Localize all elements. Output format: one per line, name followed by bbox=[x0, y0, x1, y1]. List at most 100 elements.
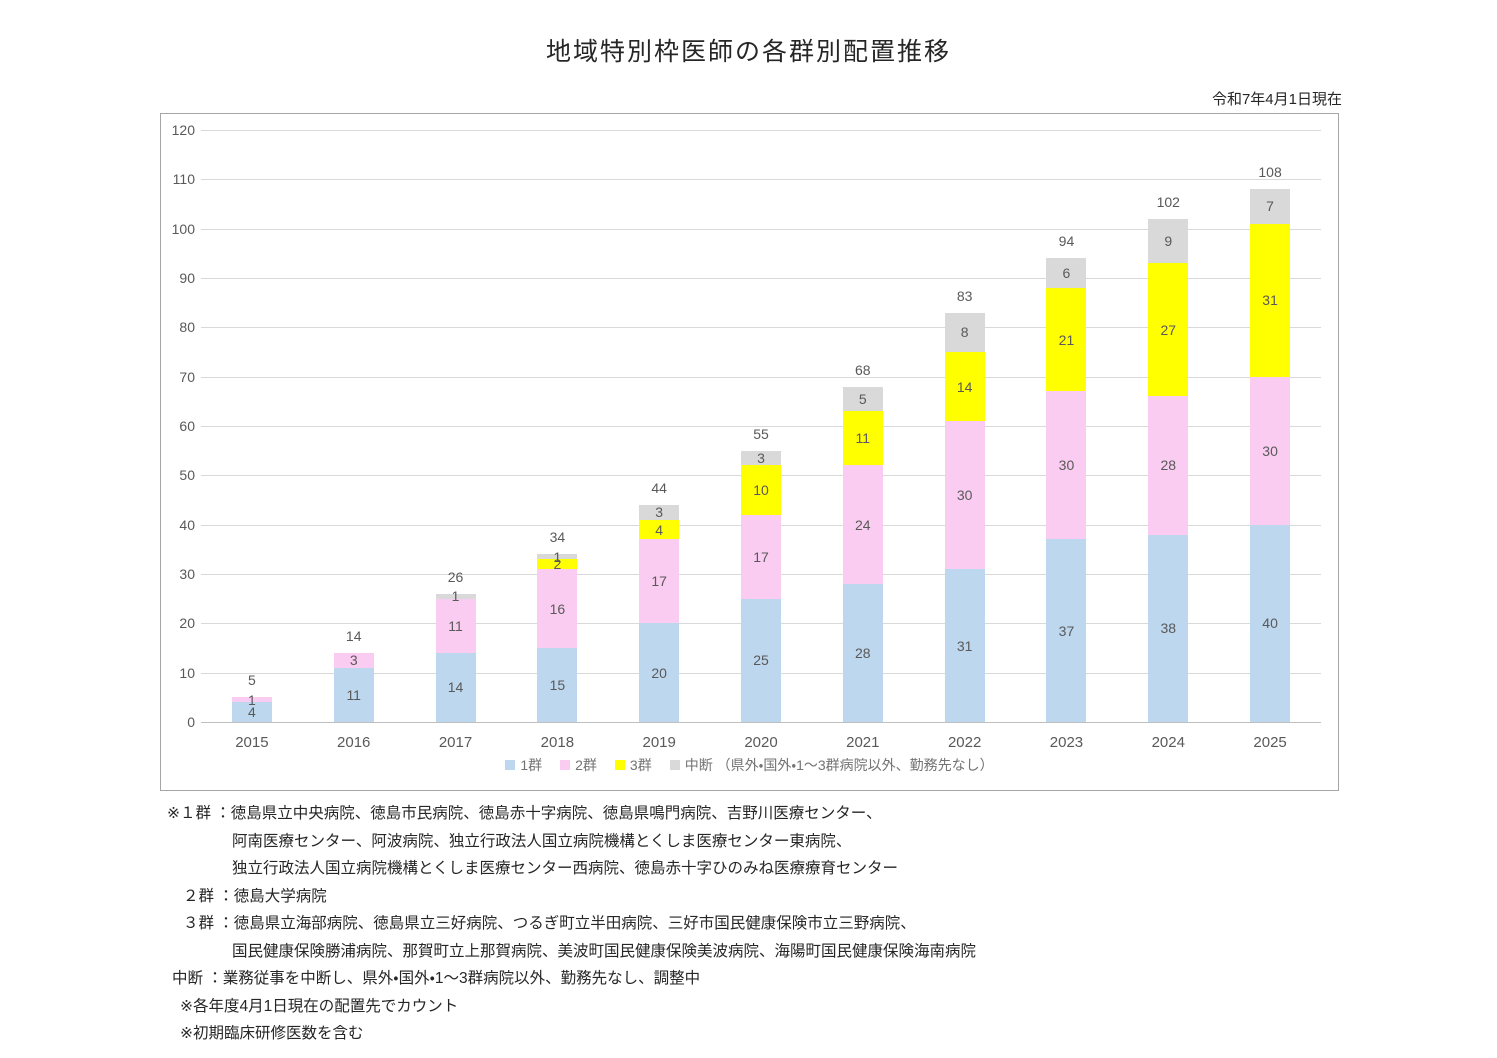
y-axis-tick-label: 60 bbox=[179, 418, 195, 434]
footnote-line: ※１群 ：徳島県立中央病院、徳島市民病院、徳島赤十字病院、徳島県鳴門病院、吉野川… bbox=[167, 805, 882, 822]
bar-segment-value: 28 bbox=[855, 644, 871, 661]
legend-swatch bbox=[614, 760, 625, 770]
bar-segment-value: 1 bbox=[553, 548, 562, 565]
bar-segment: 31 bbox=[1250, 223, 1291, 377]
bar-total-label: 94 bbox=[1058, 233, 1075, 250]
footnote-line: 中断 ：業務従事を中断し、県外・国外・1〜3群病院以外、勤務先なし、調整中 bbox=[172, 970, 701, 987]
bar-segment-value: 1 bbox=[451, 588, 460, 605]
y-axis-tick-label: 50 bbox=[179, 467, 195, 484]
x-axis-tick-label: 2015 bbox=[235, 734, 269, 751]
bar-segment-value: 4 bbox=[655, 521, 664, 538]
bar-segment-value: 11 bbox=[448, 617, 463, 634]
bar-segment-value: 11 bbox=[346, 686, 361, 703]
bar-segment-value: 14 bbox=[956, 378, 973, 395]
x-axis-tick-label: 2022 bbox=[947, 734, 982, 751]
bar-segment: 1 bbox=[435, 589, 476, 603]
bar-segment: 4 bbox=[231, 702, 272, 722]
footnote-line: ２群 ：徳島大学病院 bbox=[183, 887, 327, 905]
bar-segment-value: 10 bbox=[753, 482, 769, 499]
bar-total-label: 44 bbox=[651, 479, 667, 496]
bar-segment: 3 bbox=[639, 504, 680, 521]
legend-swatch bbox=[505, 760, 516, 770]
bar-segment-value: 11 bbox=[855, 430, 871, 447]
legend-label: 2群 bbox=[575, 757, 597, 773]
bar-segment-value: 5 bbox=[858, 390, 867, 407]
bar-segment: 1 bbox=[231, 693, 272, 707]
bar-segment: 11 bbox=[333, 667, 374, 722]
bar-segment: 6 bbox=[1046, 258, 1087, 288]
bar-segment-value: 6 bbox=[1062, 265, 1071, 282]
bar-segment: 7 bbox=[1250, 189, 1291, 224]
date-label: 令和7年4月1日現在 bbox=[1211, 91, 1342, 108]
bar-total-label: 55 bbox=[753, 425, 769, 442]
bar-segment-value: 30 bbox=[1058, 457, 1075, 474]
bar-segment: 21 bbox=[1046, 287, 1087, 392]
bar-segment-value: 8 bbox=[960, 324, 969, 341]
bar-segment: 15 bbox=[537, 648, 578, 722]
gridline bbox=[201, 179, 1321, 181]
bar-total-label: 26 bbox=[447, 568, 464, 585]
x-axis-tick-label: 2017 bbox=[438, 734, 473, 751]
bar-segment: 30 bbox=[1250, 376, 1291, 525]
legend-label: 中断 （県外・国外・1～3群病院以外、勤務先なし） bbox=[684, 757, 994, 773]
y-axis-tick-label: 110 bbox=[172, 171, 195, 188]
bar-segment-value: 14 bbox=[447, 679, 464, 696]
bar-segment: 8 bbox=[944, 312, 985, 352]
bar-segment: 11 bbox=[435, 598, 476, 653]
gridline bbox=[201, 278, 1321, 279]
bar-segment-value: 20 bbox=[651, 664, 667, 681]
y-axis-tick-label: 0 bbox=[187, 714, 195, 730]
x-axis-tick-label: 2023 bbox=[1049, 734, 1084, 751]
bar-segment: 11 bbox=[842, 411, 883, 466]
y-axis-tick-label: 70 bbox=[179, 368, 195, 385]
footnote-line: 阿南医療センター、阿波病院、独立行政法人国立病院機構とくしま医療センター東病院、 bbox=[232, 832, 852, 850]
bar-segment: 9 bbox=[1148, 218, 1189, 264]
y-axis-tick-label: 90 bbox=[179, 270, 195, 286]
gridline bbox=[201, 722, 1321, 723]
y-axis-tick-label: 40 bbox=[179, 516, 195, 533]
chart-legend: 1群 2群 3群 中断 （県外・国外・1～3群病院以外、勤務先なし） bbox=[161, 755, 1338, 775]
gridline bbox=[201, 426, 1321, 427]
bar-segment-value: 9 bbox=[1164, 232, 1173, 249]
gridline bbox=[201, 228, 1321, 230]
y-axis-tick-label: 80 bbox=[179, 319, 195, 336]
bar-segment-value: 17 bbox=[753, 548, 769, 565]
footnote-line: ※初期臨床研修医数を含む bbox=[180, 1025, 364, 1042]
bar-segment-value: 3 bbox=[757, 450, 765, 467]
bar-total-label: 34 bbox=[549, 529, 566, 546]
bar-segment-value: 30 bbox=[956, 487, 973, 504]
x-axis-tick-label: 2018 bbox=[540, 734, 575, 751]
footnote-line: 国民健康保険勝浦病院、那賀町立上那賀病院、美波町国民健康保険美波病院、海陽町国民… bbox=[232, 942, 977, 960]
bar-total-label: 108 bbox=[1258, 164, 1282, 181]
bar-segment: 27 bbox=[1148, 263, 1189, 397]
bar-segment: 10 bbox=[741, 465, 781, 515]
bar-segment: 1 bbox=[537, 550, 578, 564]
bar-segment-value: 28 bbox=[1160, 457, 1177, 474]
gridline bbox=[201, 376, 1321, 378]
x-axis-tick-label: 2016 bbox=[337, 734, 371, 751]
legend-label: 3群 bbox=[629, 757, 652, 773]
bar-segment-value: 38 bbox=[1160, 620, 1177, 637]
y-axis-tick-label: 100 bbox=[171, 220, 195, 237]
bar-segment-value: 17 bbox=[651, 573, 667, 590]
bar-segment: 37 bbox=[1046, 539, 1087, 722]
bar-segment: 38 bbox=[1148, 534, 1189, 722]
bar-segment-value: 16 bbox=[549, 600, 566, 617]
bar-segment: 24 bbox=[842, 465, 883, 584]
bar-segment: 31 bbox=[944, 569, 985, 722]
x-axis-tick-label: 2020 bbox=[744, 734, 778, 751]
y-axis-tick-label: 120 bbox=[171, 122, 195, 138]
bar-segment-value: 40 bbox=[1262, 615, 1278, 632]
legend-item: 1群 bbox=[505, 755, 542, 775]
legend-label: 1群 bbox=[520, 757, 543, 773]
legend-item: 中断 （県外・国外・1～3群病院以外、勤務先なし） bbox=[669, 755, 994, 775]
bar-segment: 4 bbox=[639, 519, 680, 540]
legend-item: 3群 bbox=[614, 755, 652, 775]
gridline bbox=[201, 327, 1321, 329]
x-axis-tick-label: 2019 bbox=[642, 734, 676, 751]
bar-segment: 28 bbox=[1148, 396, 1189, 535]
bar-segment-value: 3 bbox=[655, 504, 664, 521]
bar-segment-value: 25 bbox=[753, 652, 769, 669]
bar-segment-value: 4 bbox=[248, 704, 256, 721]
bar-segment: 28 bbox=[842, 583, 883, 722]
